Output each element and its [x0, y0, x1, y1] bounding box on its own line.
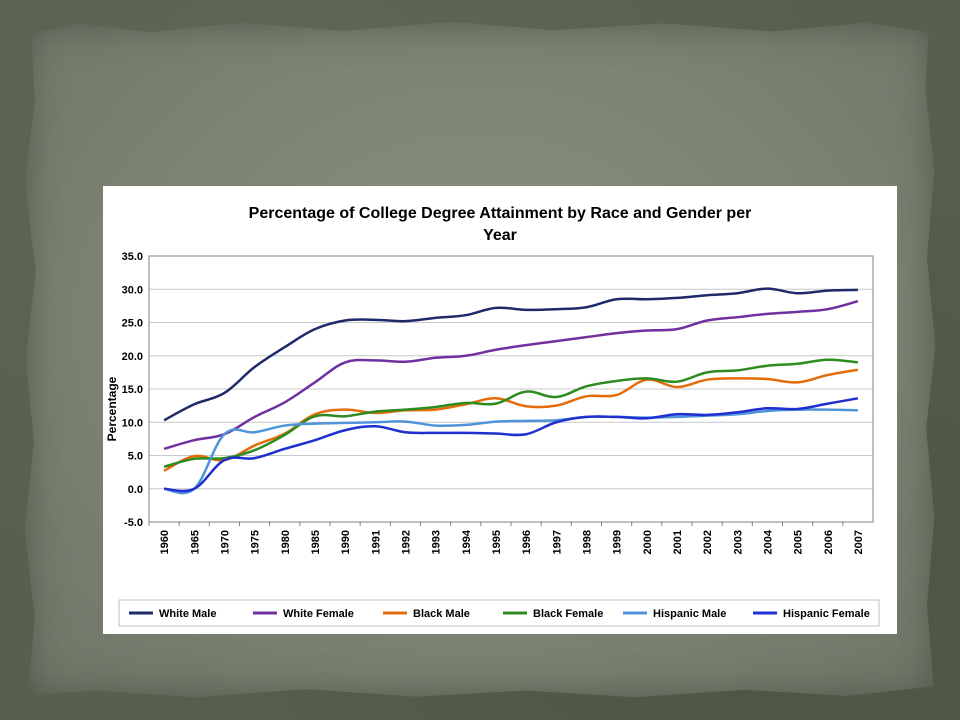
y-tick-labels: -5.0 0.0 5.0 10.0 15.0 20.0 25.0 30.0 35.0: [122, 251, 143, 529]
x-tick-label: 1996: [521, 530, 533, 554]
x-tick-labels: 1960 1965 1970 1975 1980 1985 1990 1991 1992 1993…: [159, 529, 865, 554]
legend-label-white-female: White Female: [283, 608, 354, 620]
x-tick-label: 1965: [189, 530, 201, 554]
x-tick-label: 1991: [370, 530, 382, 554]
x-tick-label: 1994: [461, 529, 473, 554]
legend-label-hispanic-female: Hispanic Female: [783, 608, 870, 620]
x-tick-label: 2002: [702, 530, 714, 554]
x-tick-label: 2007: [853, 530, 865, 554]
x-tick-label: 1985: [310, 530, 322, 554]
y-tick-label: 0.0: [128, 484, 143, 496]
legend-label-white-male: White Male: [159, 608, 216, 620]
x-tick-label: 1975: [250, 530, 262, 554]
series-line-white-female: [163, 300, 859, 451]
x-tick-label: 1999: [612, 530, 624, 554]
axes: [148, 255, 874, 526]
x-tick-label: 2005: [793, 530, 805, 554]
legend-box: [118, 599, 880, 627]
x-tick-label: 1998: [581, 530, 593, 554]
series-line-hispanic-female: [163, 397, 859, 493]
x-tick-label: 1995: [491, 530, 503, 554]
series-lines: [163, 287, 859, 495]
y-tick-label: 25.0: [122, 318, 143, 330]
legend-label-black-female: Black Female: [533, 608, 603, 620]
x-tick-label: 2003: [732, 530, 744, 554]
legend: White Male White Female Black Male Black Fe…: [118, 599, 880, 627]
y-axis-label: Percentage: [105, 376, 119, 441]
x-tick-label: 1992: [400, 530, 412, 554]
y-tick-label: 10.0: [122, 417, 143, 429]
x-tick-label: 2006: [823, 530, 835, 554]
x-tick-label: 1980: [280, 530, 292, 554]
line-chart: Percentage of College Degree Attainment …: [105, 205, 880, 627]
y-tick-label: -5.0: [124, 517, 143, 529]
series-line-black-male: [163, 368, 859, 472]
y-tick-label: 30.0: [122, 284, 143, 296]
y-tick-label: 5.0: [128, 451, 143, 463]
series-line-hispanic-male: [163, 408, 858, 495]
x-tick-label: 2004: [762, 529, 774, 554]
x-tick-label: 1993: [431, 530, 443, 554]
y-tick-label: 20.0: [122, 351, 143, 363]
x-tick-label: 1960: [159, 530, 171, 554]
x-tick-label: 1970: [219, 530, 231, 554]
y-tick-label: 15.0: [122, 384, 143, 396]
legend-label-hispanic-male: Hispanic Male: [653, 608, 726, 620]
legend-label-black-male: Black Male: [413, 608, 470, 620]
series-line-white-male: [163, 287, 858, 422]
x-tick-label: 2000: [642, 530, 654, 554]
y-tick-label: 35.0: [122, 251, 143, 263]
x-tick-label: 1997: [551, 530, 563, 554]
chart-panel: Percentage of College Degree Attainment …: [103, 186, 897, 634]
x-tick-label: 1990: [340, 530, 352, 554]
chart-title-line-1: Percentage of College Degree Attainment …: [249, 205, 752, 222]
gridlines: [149, 255, 873, 523]
x-tick-label: 2001: [672, 530, 684, 554]
series-line-black-female: [163, 358, 859, 469]
chart-title-line-2: Year: [483, 227, 517, 244]
